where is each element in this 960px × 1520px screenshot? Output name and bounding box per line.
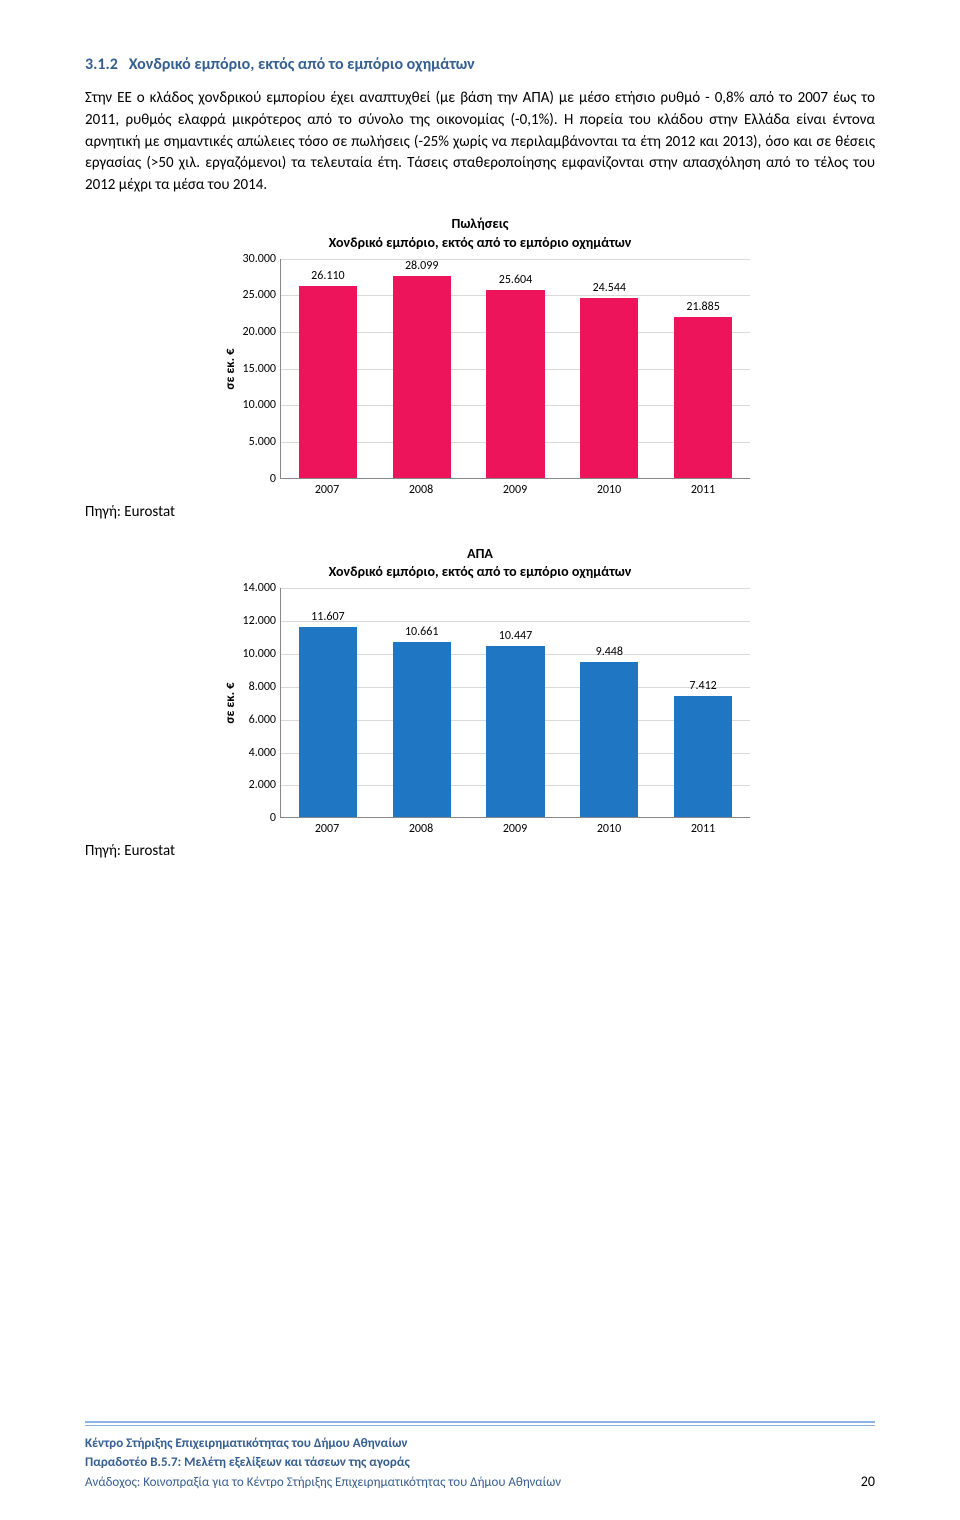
x-tick-label: 2008	[374, 483, 468, 497]
bar	[486, 290, 544, 478]
y-tick-label: 6.000	[226, 713, 276, 727]
plot-area: 11.60710.66110.4479.4487.412 02.0004.000…	[280, 588, 750, 818]
x-tick-label: 2011	[656, 822, 750, 836]
plot-area: 26.11028.09925.60424.54421.885 05.00010.…	[280, 259, 750, 479]
y-tick-label: 8.000	[226, 680, 276, 694]
x-tick-label: 2007	[280, 483, 374, 497]
x-tick-label: 2009	[468, 483, 562, 497]
chart-title-line2: Χονδρικό εμπόριο, εκτός από το εμπόριο ο…	[329, 234, 632, 251]
footer-deliverable: Παραδοτέο Β.5.7: Μελέτη εξελίξεων και τά…	[85, 1455, 410, 1470]
x-axis: 20072008200920102011	[210, 483, 750, 497]
bar-column: 28.099	[375, 259, 469, 478]
bar-value-label: 21.885	[686, 300, 719, 314]
bar	[674, 317, 732, 477]
bar-value-label: 10.661	[405, 625, 438, 639]
chart-apa: ΑΠΑ Χονδρικό εμπόριο, εκτός από το εμπόρ…	[210, 545, 750, 837]
y-tick-label: 0	[226, 811, 276, 825]
y-tick-label: 10.000	[226, 647, 276, 661]
x-tick-label: 2010	[562, 822, 656, 836]
bar-value-label: 25.604	[499, 273, 532, 287]
y-tick-label: 30.000	[226, 252, 276, 266]
chart-title-line1: ΑΠΑ	[467, 545, 493, 562]
y-tick-label: 20.000	[226, 325, 276, 339]
bar-value-label: 26.110	[311, 269, 344, 283]
heading-number: 3.1.2	[85, 55, 118, 74]
heading-title: Χονδρικό εμπόριο, εκτός από το εμπόριο ο…	[129, 55, 475, 74]
bar-value-label: 28.099	[405, 259, 438, 273]
bars-container: 26.110 28.099 25.604 24.544 21.885	[281, 259, 750, 478]
y-tick-label: 10.000	[226, 398, 276, 412]
body-paragraph: Στην ΕΕ ο κλάδος χονδρικού εμπορίου έχει…	[85, 88, 875, 197]
bar	[486, 646, 544, 818]
x-axis: 20072008200920102011	[210, 822, 750, 836]
footer-org: Κέντρο Στήριξης Επιχειρηματικότητας του …	[85, 1436, 407, 1451]
chart-title: Πωλήσεις Χονδρικό εμπόριο, εκτός από το …	[210, 215, 750, 253]
page-footer: Κέντρο Στήριξης Επιχειρηματικότητας του …	[85, 1421, 875, 1493]
bar	[299, 627, 357, 818]
bar	[393, 276, 451, 478]
bar-value-label: 7.412	[689, 679, 716, 693]
chart-title: ΑΠΑ Χονδρικό εμπόριο, εκτός από το εμπόρ…	[210, 545, 750, 583]
y-tick-label: 15.000	[226, 362, 276, 376]
footer-left: Κέντρο Στήριξης Επιχειρηματικότητας του …	[85, 1434, 851, 1493]
x-tick-label: 2010	[562, 483, 656, 497]
footer-text: Κέντρο Στήριξης Επιχειρηματικότητας του …	[85, 1434, 875, 1493]
x-tick-label: 2008	[374, 822, 468, 836]
section-heading: 3.1.2 Χονδρικό εμπόριο, εκτός από το εμπ…	[85, 55, 875, 74]
y-tick-label: 12.000	[226, 614, 276, 628]
y-tick-label: 5.000	[226, 435, 276, 449]
bars-container: 11.607 10.661 10.447 9.448 7.412	[281, 588, 750, 817]
chart-source: Πηγή: Eurostat	[85, 842, 875, 860]
chart-sales: Πωλήσεις Χονδρικό εμπόριο, εκτός από το …	[210, 215, 750, 497]
chart-source: Πηγή: Eurostat	[85, 503, 875, 521]
chart-title-line2: Χονδρικό εμπόριο, εκτός από το εμπόριο ο…	[329, 563, 632, 580]
footer-divider	[85, 1425, 875, 1426]
bar	[674, 696, 732, 818]
document-page: 3.1.2 Χονδρικό εμπόριο, εκτός από το εμπ…	[0, 0, 960, 1520]
bar-column: 21.885	[656, 259, 750, 478]
footer-divider	[85, 1421, 875, 1423]
x-tick-label: 2011	[656, 483, 750, 497]
bar	[299, 286, 357, 477]
chart-area: σε εκ. € 26.11028.09925.60424.54421.885 …	[210, 259, 750, 479]
y-tick-label: 2.000	[226, 778, 276, 792]
bar-value-label: 10.447	[499, 629, 532, 643]
chart-title-line1: Πωλήσεις	[452, 215, 509, 232]
bar-column: 25.604	[469, 259, 563, 478]
x-tick-label: 2009	[468, 822, 562, 836]
bar-column: 11.607	[281, 588, 375, 817]
bar-value-label: 9.448	[596, 645, 623, 659]
bar-column: 7.412	[656, 588, 750, 817]
bar	[580, 662, 638, 817]
bar	[393, 642, 451, 817]
bar-column: 9.448	[562, 588, 656, 817]
y-tick-label: 25.000	[226, 288, 276, 302]
bar-column: 26.110	[281, 259, 375, 478]
bar-column: 24.544	[562, 259, 656, 478]
chart-area: σε εκ. € 11.60710.66110.4479.4487.412 02…	[210, 588, 750, 818]
bar-column: 10.447	[469, 588, 563, 817]
bar-column: 10.661	[375, 588, 469, 817]
footer-contractor: Ανάδοχος: Κοινοπραξία για το Κέντρο Στήρ…	[85, 1473, 851, 1493]
y-tick-label: 0	[226, 472, 276, 486]
y-tick-label: 4.000	[226, 746, 276, 760]
x-tick-label: 2007	[280, 822, 374, 836]
bar-value-label: 11.607	[311, 610, 344, 624]
bar	[580, 298, 638, 478]
page-number: 20	[851, 1471, 875, 1492]
bar-value-label: 24.544	[593, 281, 626, 295]
y-tick-label: 14.000	[226, 581, 276, 595]
